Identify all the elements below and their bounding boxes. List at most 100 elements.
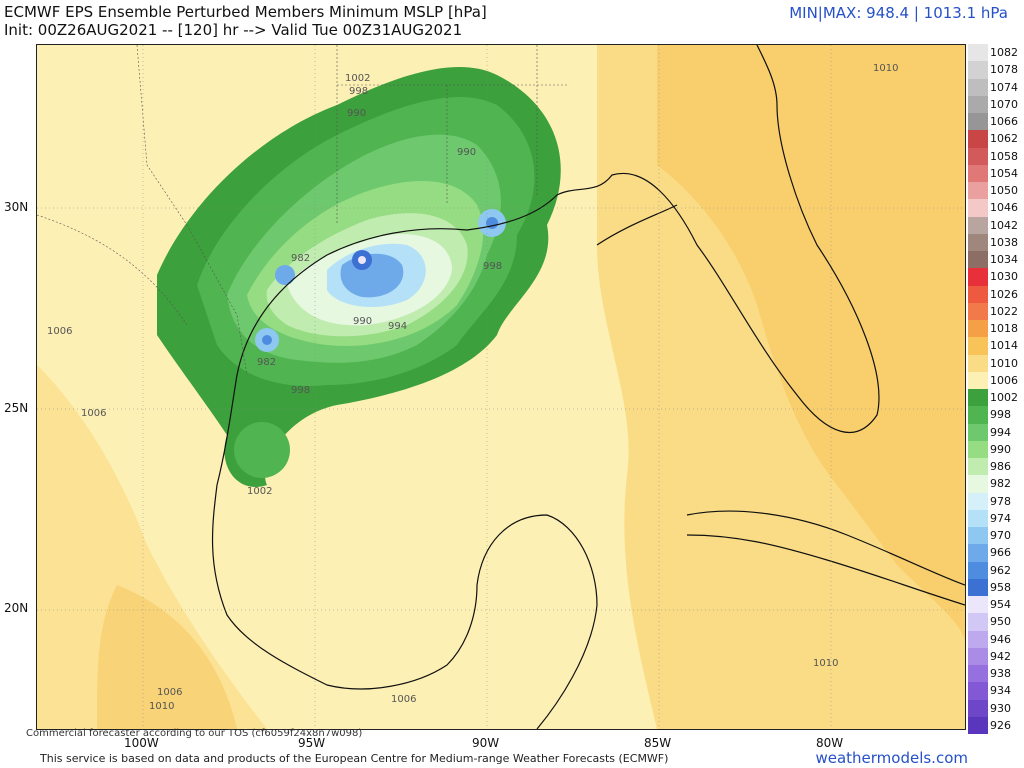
legend-entry: 1066 [968, 113, 1020, 131]
legend-label: 1054 [990, 166, 1018, 180]
legend-label: 1038 [990, 235, 1018, 249]
legend-label: 1046 [990, 201, 1018, 215]
legend-entry: 1082 [968, 44, 1020, 62]
legend-entry: 990 [968, 440, 1020, 458]
legend-label: 978 [990, 494, 1011, 508]
legend-label: 1082 [990, 46, 1018, 59]
legend-swatch [968, 78, 988, 96]
legend-label: 1062 [990, 132, 1018, 146]
legend-label: 1034 [990, 253, 1018, 266]
legend-label: 1070 [990, 97, 1018, 111]
legend-label: 942 [990, 649, 1011, 663]
legend-swatch [968, 630, 988, 648]
min-max-readout: MIN|MAX: 948.4 | 1013.1 hPa [789, 4, 1008, 22]
contour-label: 1002 [247, 486, 272, 497]
legend-entry: 954 [968, 596, 1020, 614]
lat-label-25n: 25N [4, 401, 29, 415]
contour-label: 990 [353, 316, 372, 327]
legend-entry: 978 [968, 492, 1020, 510]
legend-swatch [968, 285, 988, 303]
coastlines [211, 45, 965, 729]
legend-label: 926 [990, 718, 1011, 732]
legend-entry: 970 [968, 527, 1020, 545]
legend-entry: 1046 [968, 199, 1020, 217]
legend-entry: 994 [968, 423, 1020, 441]
legend-label: 954 [990, 598, 1011, 611]
legend-label: 970 [990, 529, 1011, 542]
lat-label-20n: 20N [4, 601, 29, 615]
contour-label: 990 [347, 108, 366, 119]
legend-swatch [968, 44, 988, 62]
map-title: ECMWF EPS Ensemble Perturbed Members Min… [4, 3, 487, 21]
legend-swatch [968, 354, 988, 372]
legend-entry: 1058 [968, 147, 1020, 165]
contour-label: 1006 [391, 694, 416, 705]
legend-entry: 1018 [968, 320, 1020, 338]
legend-entry: 1054 [968, 164, 1020, 182]
legend-entry: 1014 [968, 337, 1020, 355]
legend-entry: 1074 [968, 78, 1020, 96]
legend-swatch [968, 475, 988, 493]
legend-label: 1050 [990, 184, 1018, 197]
legend-entry: 934 [968, 682, 1020, 700]
legend-swatch [968, 716, 988, 734]
legend-label: 998 [990, 408, 1011, 422]
legend-label: 1074 [990, 80, 1018, 94]
contour-label: 1002 [345, 73, 370, 84]
pressure-legend: 1082 1078 1074 1070 1066 1062 1058 1054 1050 1046… [968, 44, 1020, 734]
pressure-zone-highland [97, 585, 237, 729]
bay-of-campeche-low [234, 422, 290, 478]
legend-label: 982 [990, 477, 1011, 491]
contour-label: 982 [291, 253, 310, 264]
legend-label: 958 [990, 580, 1011, 594]
legend-entry: 1030 [968, 268, 1020, 286]
legend-entry: 966 [968, 544, 1020, 562]
legend-swatch [968, 613, 988, 631]
contour-label: 994 [388, 321, 407, 332]
secondary-low-west-core [262, 335, 272, 345]
legend-entry: 1062 [968, 130, 1020, 148]
legend-entry: 942 [968, 647, 1020, 665]
legend-swatch [968, 509, 988, 527]
legend-swatch [968, 337, 988, 355]
legend-swatch [968, 268, 988, 286]
legend-label: 1018 [990, 322, 1018, 335]
pressure-zone-1014 [657, 45, 965, 645]
lat-label-30n: 30N [4, 200, 29, 214]
legend-label: 950 [990, 615, 1011, 629]
legend-label: 1014 [990, 339, 1018, 353]
legend-entry: 1078 [968, 61, 1020, 79]
legend-entry: 1070 [968, 95, 1020, 113]
legend-swatch [968, 492, 988, 510]
legend-swatch [968, 164, 988, 182]
commercial-credit: Commercial forecaster according to our T… [26, 728, 363, 739]
legend-label: 1078 [990, 63, 1018, 77]
legend-label: 966 [990, 546, 1011, 560]
legend-swatch [968, 182, 988, 200]
brand-link[interactable]: weathermodels.com [815, 749, 968, 767]
legend-swatch [968, 406, 988, 424]
pressure-zone-mexico [37, 365, 267, 729]
legend-swatch [968, 251, 988, 269]
legend-label: 990 [990, 442, 1011, 456]
contour-label: 1010 [149, 701, 174, 712]
legend-swatch [968, 561, 988, 579]
ecmwf-footer: This service is based on data and produc… [40, 752, 669, 765]
legend-label: 946 [990, 632, 1011, 646]
legend-entry: 1026 [968, 285, 1020, 303]
contour-label: 998 [349, 86, 368, 97]
legend-entry: 1006 [968, 371, 1020, 389]
legend-entry: 1022 [968, 302, 1020, 320]
legend-entry: 926 [968, 716, 1020, 734]
legend-swatch [968, 216, 988, 234]
legend-label: 1042 [990, 218, 1018, 232]
legend-swatch [968, 199, 988, 217]
legend-label: 930 [990, 701, 1011, 715]
legend-swatch [968, 389, 988, 407]
contour-labels: 1002 998 990 990 982 990 994 998 982 998… [47, 63, 898, 712]
legend-label: 994 [990, 425, 1011, 439]
legend-label: 1022 [990, 304, 1018, 318]
lon-label-90w: 90W [472, 736, 500, 750]
legend-swatch [968, 682, 988, 700]
legend-label: 934 [990, 684, 1011, 698]
